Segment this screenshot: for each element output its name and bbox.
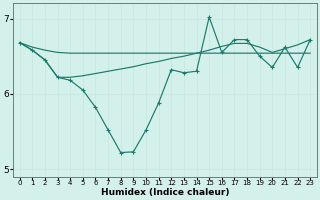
X-axis label: Humidex (Indice chaleur): Humidex (Indice chaleur): [101, 188, 229, 197]
